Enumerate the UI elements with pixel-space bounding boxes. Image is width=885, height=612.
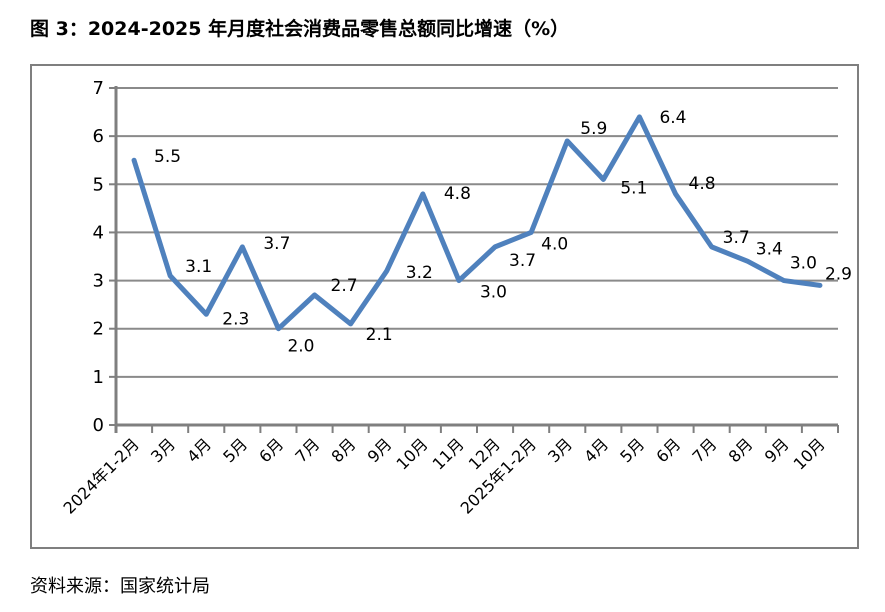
x-axis-label: 11月 [429,434,468,473]
data-label: 2.1 [366,325,393,345]
y-axis-label: 7 [93,78,104,99]
x-axis-label: 5月 [219,434,251,466]
data-label: 4.8 [444,184,471,204]
x-axis-label: 4月 [580,434,612,466]
data-label: 3.0 [790,254,817,274]
data-label: 5.5 [154,147,181,167]
data-label: 2.3 [222,309,249,329]
data-label: 5.9 [580,119,607,139]
x-axis-label: 3月 [147,434,179,466]
y-axis-label: 0 [93,415,104,436]
data-label: 2.9 [825,264,852,284]
y-axis-label: 4 [93,222,104,243]
x-axis-label: 6月 [652,434,684,466]
data-label: 3.7 [723,228,750,248]
y-axis-label: 3 [93,271,104,292]
data-label: 3.7 [263,234,290,254]
x-axis-label: 2024年1-2月 [60,434,143,517]
source-note: 资料来源：国家统计局 [30,576,210,597]
data-line [131,114,823,332]
x-axis-label: 10月 [790,434,829,473]
data-label: 3.2 [406,263,433,283]
x-axis-label: 8月 [725,434,757,466]
y-axis-label: 5 [93,174,104,195]
data-label: 2.7 [331,276,358,296]
x-axis-label: 5月 [616,434,648,466]
x-axis-label: 7月 [291,434,323,466]
y-axis-label: 1 [93,367,104,388]
x-axis-label: 9月 [761,434,793,466]
data-label: 4.8 [689,174,716,194]
x-axis-label: 9月 [364,434,396,466]
x-axis-label: 8月 [328,434,360,466]
data-label: 4.0 [541,234,568,254]
x-axis-label: 3月 [544,434,576,466]
data-label: 2.0 [287,337,314,357]
chart-frame: 0 1 2 3 4 5 6 7 2024年1-2月 3月 4月 5月 6月 7月 8月 9月 10月 11月 12月… [30,64,859,549]
x-axis-label: 4月 [183,434,215,466]
data-label: 6.4 [659,108,686,128]
y-axis-label: 6 [93,126,104,147]
data-label: 5.1 [620,178,647,198]
data-label: 3.1 [185,257,212,277]
data-label: 3.7 [509,251,536,271]
y-axis-label: 2 [93,319,104,340]
data-label: 3.4 [756,239,783,259]
x-axis-label: 6月 [255,434,287,466]
x-axis-label: 7月 [689,434,721,466]
chart-title: 图 3：2024-2025 年月度社会消费品零售总额同比增速（%） [30,18,570,40]
data-label: 3.0 [480,283,507,303]
x-axis-label: 10月 [393,434,432,473]
